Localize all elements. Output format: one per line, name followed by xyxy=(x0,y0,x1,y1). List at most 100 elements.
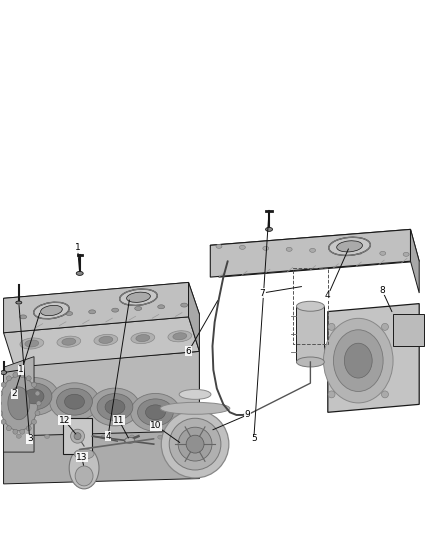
Ellipse shape xyxy=(135,306,141,310)
Ellipse shape xyxy=(76,271,83,276)
Ellipse shape xyxy=(0,411,3,416)
Ellipse shape xyxy=(173,333,187,340)
Ellipse shape xyxy=(328,391,335,398)
Ellipse shape xyxy=(8,387,30,419)
Polygon shape xyxy=(410,229,419,293)
Text: 12: 12 xyxy=(59,416,70,425)
Ellipse shape xyxy=(62,338,76,345)
Ellipse shape xyxy=(90,388,140,426)
Ellipse shape xyxy=(0,370,7,375)
Ellipse shape xyxy=(75,466,93,486)
Text: 11: 11 xyxy=(113,416,125,425)
Ellipse shape xyxy=(64,394,85,409)
Ellipse shape xyxy=(24,389,44,404)
Ellipse shape xyxy=(127,292,150,302)
Text: 9: 9 xyxy=(244,410,250,419)
Ellipse shape xyxy=(380,252,386,255)
Ellipse shape xyxy=(297,301,324,311)
Ellipse shape xyxy=(179,390,211,399)
Polygon shape xyxy=(4,317,199,367)
Polygon shape xyxy=(210,229,419,277)
Text: 13: 13 xyxy=(76,453,88,462)
Ellipse shape xyxy=(333,330,383,391)
Ellipse shape xyxy=(328,324,335,330)
Ellipse shape xyxy=(329,237,371,255)
Polygon shape xyxy=(188,282,199,351)
Ellipse shape xyxy=(13,373,18,377)
Ellipse shape xyxy=(333,249,339,253)
Ellipse shape xyxy=(138,399,173,426)
Ellipse shape xyxy=(26,426,31,431)
Ellipse shape xyxy=(178,427,212,461)
Ellipse shape xyxy=(131,393,180,431)
Ellipse shape xyxy=(181,303,187,307)
Polygon shape xyxy=(4,351,199,452)
Ellipse shape xyxy=(101,435,106,439)
Ellipse shape xyxy=(66,311,73,316)
Polygon shape xyxy=(4,357,34,452)
Ellipse shape xyxy=(26,376,31,381)
Ellipse shape xyxy=(71,429,85,443)
Ellipse shape xyxy=(32,382,36,387)
Ellipse shape xyxy=(20,373,25,377)
Ellipse shape xyxy=(216,244,222,248)
Text: 7: 7 xyxy=(260,288,265,297)
Text: 4: 4 xyxy=(105,432,111,441)
Ellipse shape xyxy=(265,228,272,231)
Ellipse shape xyxy=(32,419,36,424)
Ellipse shape xyxy=(35,411,40,416)
Ellipse shape xyxy=(1,419,6,424)
Bar xyxy=(293,269,328,344)
Polygon shape xyxy=(63,418,92,454)
Ellipse shape xyxy=(36,401,41,406)
Ellipse shape xyxy=(99,336,113,343)
Polygon shape xyxy=(297,306,324,362)
Ellipse shape xyxy=(1,382,6,387)
Ellipse shape xyxy=(403,252,409,256)
Ellipse shape xyxy=(130,435,134,439)
Polygon shape xyxy=(4,431,199,484)
Ellipse shape xyxy=(94,334,118,345)
Ellipse shape xyxy=(57,388,92,415)
Ellipse shape xyxy=(310,248,315,252)
Ellipse shape xyxy=(186,435,191,439)
Polygon shape xyxy=(4,282,199,330)
Ellipse shape xyxy=(263,246,269,251)
Ellipse shape xyxy=(160,402,230,414)
Ellipse shape xyxy=(25,340,39,347)
Ellipse shape xyxy=(20,338,44,349)
Ellipse shape xyxy=(0,391,3,396)
Text: 1: 1 xyxy=(18,366,24,374)
Ellipse shape xyxy=(168,331,192,342)
Text: 8: 8 xyxy=(379,286,385,295)
Ellipse shape xyxy=(161,410,229,478)
Ellipse shape xyxy=(16,383,52,410)
Polygon shape xyxy=(393,314,424,346)
Ellipse shape xyxy=(74,449,94,459)
Polygon shape xyxy=(328,304,419,413)
Ellipse shape xyxy=(0,401,1,406)
Ellipse shape xyxy=(42,313,49,317)
Ellipse shape xyxy=(120,289,157,305)
Polygon shape xyxy=(210,229,410,277)
Ellipse shape xyxy=(13,429,18,434)
Ellipse shape xyxy=(125,438,135,443)
Text: 2: 2 xyxy=(12,389,17,398)
Ellipse shape xyxy=(69,447,99,489)
Ellipse shape xyxy=(337,241,362,252)
Ellipse shape xyxy=(381,391,389,398)
Ellipse shape xyxy=(186,435,204,453)
Ellipse shape xyxy=(20,315,27,319)
Ellipse shape xyxy=(105,400,125,415)
Ellipse shape xyxy=(45,434,49,439)
Ellipse shape xyxy=(297,357,324,367)
Text: 4: 4 xyxy=(325,291,331,300)
Polygon shape xyxy=(4,282,188,333)
Ellipse shape xyxy=(145,405,166,420)
Ellipse shape xyxy=(49,383,99,421)
Ellipse shape xyxy=(381,324,389,330)
Text: 3: 3 xyxy=(27,434,32,443)
Text: 5: 5 xyxy=(251,434,257,443)
Ellipse shape xyxy=(158,305,165,309)
Ellipse shape xyxy=(324,318,393,403)
